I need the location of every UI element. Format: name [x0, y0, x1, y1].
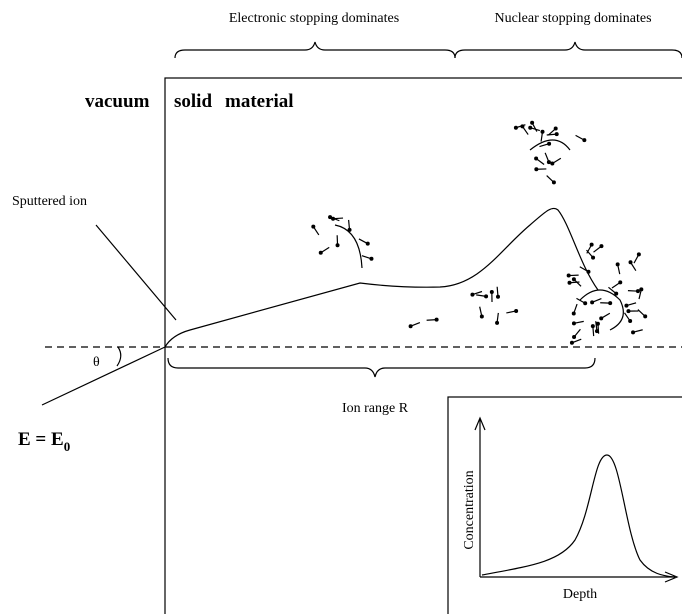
- nuclear-label: Nuclear stopping dominates: [494, 11, 651, 26]
- recoil: [534, 167, 539, 172]
- sputtered-label: Sputtered ion: [12, 194, 87, 209]
- energy-text: E = E: [18, 429, 64, 450]
- recoil: [489, 289, 494, 294]
- recoil: [547, 141, 552, 146]
- recoil: [586, 269, 591, 274]
- recoil: [334, 224, 363, 269]
- recoil: [550, 161, 555, 166]
- angle-arc: [116, 346, 122, 367]
- recoil: [540, 129, 545, 134]
- recoil: [495, 294, 500, 299]
- recoil: [514, 308, 519, 313]
- recoil: [589, 242, 594, 247]
- recoil: [567, 280, 572, 285]
- recoil: [554, 132, 559, 137]
- recoil: [335, 243, 340, 248]
- recoil: [583, 301, 588, 306]
- material-label: material: [225, 91, 294, 112]
- recoil: [618, 280, 623, 285]
- recoil: [408, 324, 413, 329]
- recoil: [591, 255, 596, 260]
- recoil: [582, 138, 587, 143]
- recoil: [590, 324, 595, 329]
- recoil: [318, 250, 323, 255]
- recoil: [572, 335, 577, 340]
- recoil: [553, 126, 558, 131]
- recoil: [599, 244, 604, 249]
- solid-label: solid: [174, 91, 212, 112]
- recoil: [484, 294, 489, 299]
- recoil: [624, 303, 629, 308]
- inset-axes: [474, 416, 679, 583]
- angle-label: θ: [93, 355, 100, 370]
- recoil: [571, 321, 576, 326]
- recoil: [628, 319, 633, 324]
- recoil: [546, 160, 551, 165]
- recoil: [590, 300, 595, 305]
- recoil: [569, 340, 574, 345]
- recoil: [615, 262, 620, 267]
- recoil: [639, 287, 644, 292]
- recoil: [551, 180, 556, 185]
- recoil: [608, 301, 613, 306]
- concentration-curve: [481, 454, 675, 578]
- recoil: [631, 330, 636, 335]
- recoil: [534, 156, 539, 161]
- recoil: [528, 125, 533, 130]
- recoil: [571, 277, 576, 282]
- electronic-label: Electronic stopping dominates: [229, 11, 399, 26]
- recoil: [643, 314, 648, 319]
- recoil: [311, 224, 316, 229]
- ion-path: [164, 207, 599, 348]
- recoil: [599, 316, 604, 321]
- recoil: [365, 241, 370, 246]
- energy-subscript: 0: [64, 439, 71, 454]
- recoil: [530, 120, 535, 125]
- recoil: [369, 256, 374, 261]
- sputter-line: [95, 224, 177, 321]
- recoil: [529, 139, 571, 151]
- vacuum-label: vacuum: [85, 91, 150, 112]
- range-label: Ion range R: [342, 401, 409, 416]
- recoil: [479, 314, 484, 319]
- solid-box: [164, 77, 682, 614]
- brace: [174, 41, 456, 59]
- recoil: [635, 289, 640, 294]
- recoil: [495, 320, 500, 325]
- recoil: [595, 321, 600, 326]
- x-axis-label: Depth: [563, 587, 597, 602]
- recoil: [579, 289, 624, 331]
- recoil: [434, 317, 439, 322]
- recoil: [328, 215, 333, 220]
- range-brace: [167, 357, 596, 378]
- recoil: [636, 252, 641, 257]
- energy-label: E = E0: [18, 429, 70, 454]
- recoil: [470, 292, 475, 297]
- recoil: [614, 291, 619, 296]
- inset-box: [447, 396, 682, 614]
- recoil: [571, 311, 576, 316]
- recoil: [566, 273, 571, 278]
- recoil: [626, 309, 631, 314]
- y-axis-label: Concentration: [462, 470, 477, 549]
- recoil: [513, 125, 518, 130]
- brace: [454, 41, 682, 59]
- incident-ion: [41, 346, 166, 406]
- recoil-cascades: [311, 120, 648, 345]
- recoil: [628, 260, 633, 265]
